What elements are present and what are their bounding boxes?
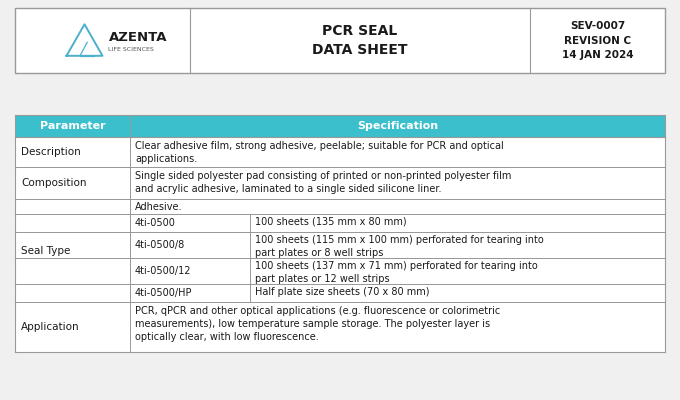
Bar — [15, 8, 665, 73]
Text: 4ti-0500: 4ti-0500 — [135, 218, 176, 228]
Text: LIFE SCIENCES: LIFE SCIENCES — [109, 47, 154, 52]
Text: Description: Description — [21, 147, 81, 157]
Text: SEV-0007
REVISION C
14 JAN 2024: SEV-0007 REVISION C 14 JAN 2024 — [562, 21, 633, 60]
Text: 100 sheets (115 mm x 100 mm) perforated for tearing into
part plates or 8 well s: 100 sheets (115 mm x 100 mm) perforated … — [255, 235, 544, 258]
Text: 100 sheets (135 mm x 80 mm): 100 sheets (135 mm x 80 mm) — [255, 217, 407, 227]
Text: Adhesive.: Adhesive. — [135, 202, 182, 212]
Bar — [15, 167, 665, 199]
Text: 100 sheets (137 mm x 71 mm) perforated for tearing into
part plates or 12 well s: 100 sheets (137 mm x 71 mm) perforated f… — [255, 261, 538, 284]
Text: Composition: Composition — [21, 178, 86, 188]
Bar — [15, 232, 665, 258]
Bar — [15, 199, 665, 214]
Bar — [15, 115, 130, 137]
Text: 4ti-0500/8: 4ti-0500/8 — [135, 240, 185, 250]
Bar — [130, 115, 665, 137]
Text: Seal Type: Seal Type — [21, 246, 70, 256]
Text: AZENTA: AZENTA — [109, 31, 167, 44]
Bar — [15, 214, 665, 232]
Text: 4ti-0500/HP: 4ti-0500/HP — [135, 288, 192, 298]
Text: Single sided polyester pad consisting of printed or non-printed polyester film
a: Single sided polyester pad consisting of… — [135, 171, 511, 194]
Text: Parameter: Parameter — [39, 121, 105, 131]
Bar — [15, 258, 665, 284]
Bar — [15, 137, 665, 167]
Text: 4ti-0500/12: 4ti-0500/12 — [135, 266, 192, 276]
Bar — [15, 302, 665, 352]
Bar — [15, 284, 665, 302]
Text: Specification: Specification — [357, 121, 438, 131]
Text: Application: Application — [21, 322, 80, 332]
Text: Clear adhesive film, strong adhesive, peelable; suitable for PCR and optical
app: Clear adhesive film, strong adhesive, pe… — [135, 141, 504, 164]
Text: Half plate size sheets (70 x 80 mm): Half plate size sheets (70 x 80 mm) — [255, 287, 430, 297]
Text: PCR, qPCR and other optical applications (e.g. fluorescence or colorimetric
meas: PCR, qPCR and other optical applications… — [135, 306, 500, 342]
Text: PCR SEAL
DATA SHEET: PCR SEAL DATA SHEET — [312, 24, 408, 57]
